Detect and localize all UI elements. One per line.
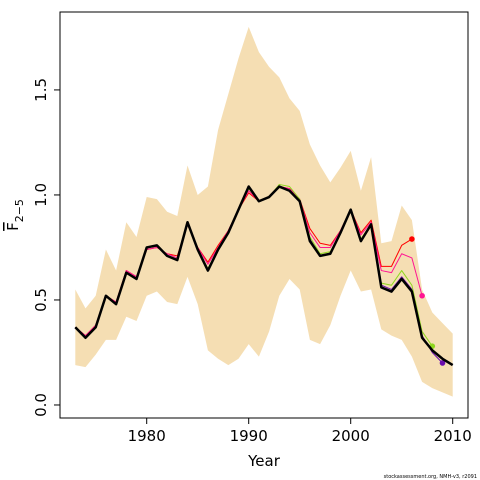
x-tick-label: 2000 bbox=[332, 427, 370, 445]
y-axis-label: F2−5 bbox=[4, 199, 26, 231]
plot-frame bbox=[59, 11, 469, 419]
end-point bbox=[409, 236, 415, 242]
x-tick-label: 1980 bbox=[128, 427, 166, 445]
x-tick-label: 1990 bbox=[230, 427, 268, 445]
end-point bbox=[439, 360, 446, 366]
x-axis-label: Year bbox=[247, 452, 281, 470]
confidence-band bbox=[75, 26, 453, 397]
end-point bbox=[419, 292, 425, 299]
y-axis-label-main: F bbox=[4, 222, 22, 231]
series-line bbox=[74, 186, 423, 337]
x-tick-label: 2010 bbox=[434, 427, 472, 445]
footnote: stockassessment.org, NMH-v3, r2091 bbox=[384, 474, 477, 480]
y-tick-label: 1.0 bbox=[32, 183, 50, 207]
y-axis-label-subscript: 2−5 bbox=[13, 199, 26, 222]
y-tick-label: 0.5 bbox=[32, 288, 50, 312]
series-line bbox=[74, 185, 454, 367]
y-tick-label: 0.0 bbox=[32, 393, 50, 417]
y-tick-label: 1.5 bbox=[32, 78, 50, 102]
